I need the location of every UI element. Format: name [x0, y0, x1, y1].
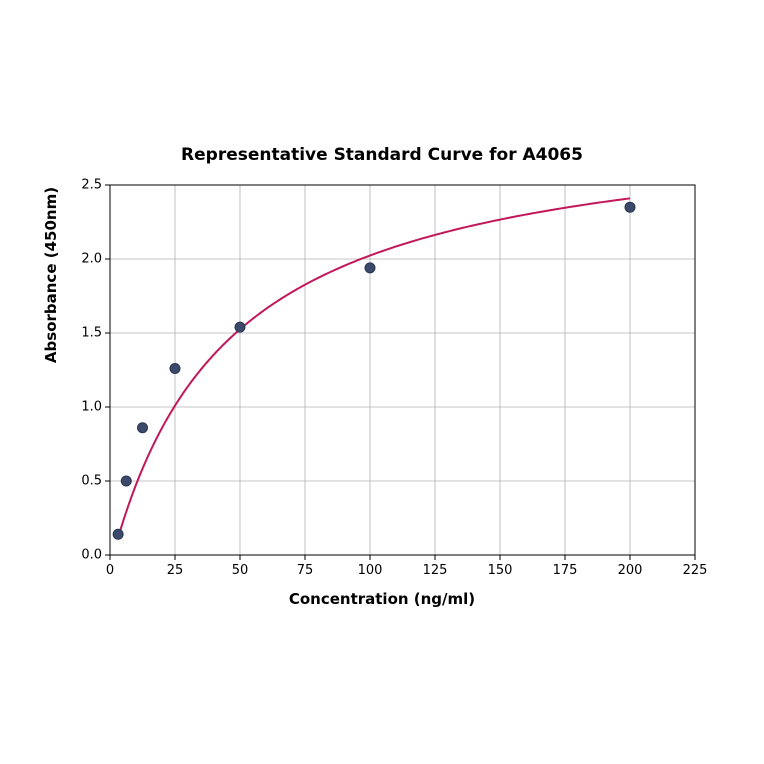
ytick-label: 0.0 — [70, 548, 102, 563]
plot-area — [110, 185, 695, 555]
ytick-label: 1.5 — [70, 326, 102, 341]
plot-svg — [110, 185, 695, 555]
data-point — [365, 263, 375, 273]
data-point — [113, 529, 123, 539]
ytick-label: 2.0 — [70, 252, 102, 267]
y-axis-label: Absorbance (450nm) — [42, 90, 60, 460]
data-point — [235, 322, 245, 332]
data-point — [138, 423, 148, 433]
ytick-label: 1.0 — [70, 400, 102, 415]
xtick-label: 125 — [423, 563, 448, 578]
chart-title: Representative Standard Curve for A4065 — [0, 145, 764, 165]
xtick-label: 225 — [683, 563, 708, 578]
data-point — [121, 476, 131, 486]
chart-canvas: Representative Standard Curve for A4065 … — [0, 0, 764, 764]
xtick-label: 0 — [106, 563, 114, 578]
x-axis-label: Concentration (ng/ml) — [0, 590, 764, 608]
data-point — [625, 202, 635, 212]
xtick-label: 150 — [488, 563, 513, 578]
xtick-label: 100 — [358, 563, 383, 578]
xtick-label: 175 — [553, 563, 578, 578]
xtick-label: 25 — [167, 563, 184, 578]
fitted-curve — [118, 198, 630, 537]
xtick-label: 75 — [297, 563, 314, 578]
xtick-label: 50 — [232, 563, 249, 578]
data-point — [170, 364, 180, 374]
xtick-label: 200 — [618, 563, 643, 578]
ytick-label: 2.5 — [70, 178, 102, 193]
ytick-label: 0.5 — [70, 474, 102, 489]
